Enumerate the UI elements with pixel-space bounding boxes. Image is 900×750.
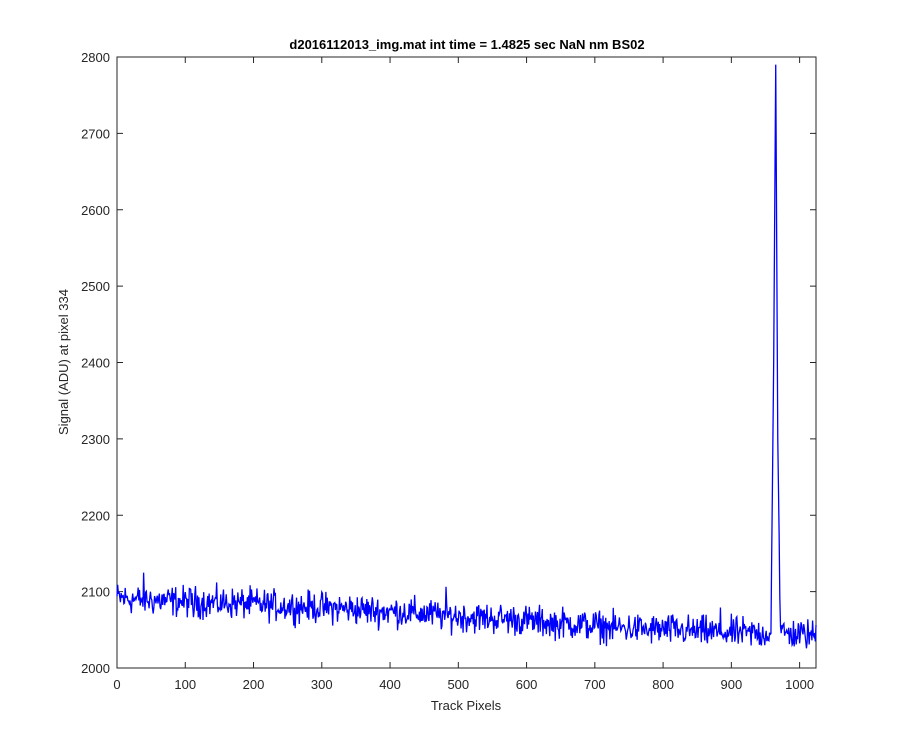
y-tick-label: 2700 bbox=[81, 126, 110, 141]
y-tick-label: 2200 bbox=[81, 508, 110, 523]
x-tick-label: 300 bbox=[311, 677, 333, 692]
x-tick-label: 0 bbox=[113, 677, 120, 692]
x-axis: 0 100 200 300 400 500 600 700 800 900 1000 bbox=[113, 57, 814, 692]
x-tick-label: 400 bbox=[379, 677, 401, 692]
y-tick-label: 2500 bbox=[81, 279, 110, 294]
x-tick-label: 700 bbox=[584, 677, 606, 692]
series-line bbox=[116, 64, 817, 649]
y-tick-label: 2600 bbox=[81, 203, 110, 218]
y-tick-label: 2400 bbox=[81, 356, 110, 371]
y-axis-label: Signal (ADU) at pixel 334 bbox=[56, 289, 71, 435]
chart-title: d2016112013_img.mat int time = 1.4825 se… bbox=[289, 37, 644, 52]
y-axis: 2000 2100 2200 2300 2400 2500 2600 2700 2800 bbox=[81, 50, 816, 676]
x-tick-label: 900 bbox=[721, 677, 743, 692]
y-tick-label: 2000 bbox=[81, 661, 110, 676]
x-tick-label: 600 bbox=[516, 677, 538, 692]
y-tick-label: 2100 bbox=[81, 585, 110, 600]
x-tick-label: 500 bbox=[447, 677, 469, 692]
x-tick-label: 800 bbox=[652, 677, 674, 692]
plot-area bbox=[116, 56, 817, 669]
x-tick-label: 100 bbox=[174, 677, 196, 692]
x-axis-label: Track Pixels bbox=[431, 698, 502, 713]
x-tick-label: 1000 bbox=[785, 677, 814, 692]
x-tick-label: 200 bbox=[243, 677, 265, 692]
y-tick-label: 2800 bbox=[81, 50, 110, 65]
y-tick-label: 2300 bbox=[81, 432, 110, 447]
